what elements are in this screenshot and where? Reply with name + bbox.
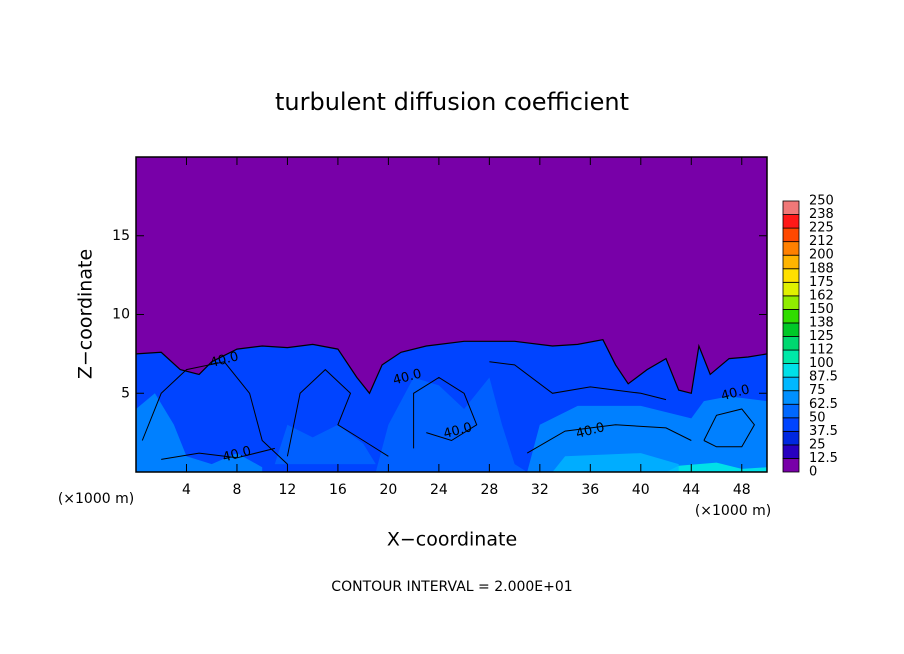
colorbar-label: 0 [809,465,817,480]
x-tick-label: 40 [632,482,650,498]
y-tick-label: 10 [112,307,130,323]
colorbar-label: 250 [809,194,834,209]
colorbar-box [782,241,800,256]
contour-label: 40.0 [720,382,752,404]
colorbar-box [782,200,800,215]
colorbar-box [782,458,800,473]
colorbar-label: 125 [809,329,834,344]
colorbar-box [782,363,800,378]
contour-line [135,339,768,395]
colorbar-label: 112 [809,343,834,358]
contour-line [286,368,389,457]
contour-line [161,447,275,460]
colorbar-box [782,376,800,392]
x-unit-label: (×1000 m) [695,503,771,519]
colorbar-label: 138 [809,315,834,330]
x-tick-label: 32 [531,482,549,498]
contour-line [526,424,692,454]
colorbar-label: 212 [809,234,834,249]
x-unit-label: (×1000 m) [58,491,134,507]
field-patch [527,396,767,472]
colorbar-box [782,214,800,229]
colorbar-label: 75 [809,383,826,398]
colorbar-label: 188 [809,261,834,276]
field-patch [552,453,679,472]
colorbar-box [782,268,800,283]
x-axis-label: X−coordinate [387,529,517,551]
x-tick-label: 44 [682,482,700,498]
colorbar-label: 150 [809,302,834,317]
colorbar-label: 175 [809,275,834,290]
colorbar-box [782,227,800,243]
contour-line [703,408,756,448]
x-tick-label: 20 [379,482,397,498]
contour-label: 40.0 [574,420,606,442]
colorbar-box [782,390,800,405]
y-axis-label: Z−coordinate [75,249,97,379]
contour-label: 40.0 [391,367,423,389]
x-tick-label: 4 [182,482,191,498]
contour-line [141,361,288,465]
colorbar-label: 62.5 [809,397,838,412]
colorbar-box [782,336,800,351]
colorbar-label: 200 [809,248,834,263]
colorbar-label: 87.5 [809,370,838,385]
colorbar-box [782,281,800,297]
contour-line [489,361,667,401]
colorbar-label: 162 [809,288,834,303]
colorbar-label: 100 [809,356,834,371]
contour-line [413,376,478,449]
field-patch [274,424,376,465]
colorbar-box [782,444,800,459]
x-tick-label: 16 [329,482,347,498]
y-tick-label: 15 [112,228,130,244]
colorbar-box [782,254,800,270]
x-tick-label: 36 [581,482,599,498]
x-tick-label: 12 [279,482,297,498]
colorbar-box [782,349,800,364]
colorbar-box [782,322,800,337]
contour-label: 40.0 [442,420,474,442]
colorbar-box [782,308,800,324]
colorbar-box [782,417,800,432]
x-tick-label: 8 [232,482,241,498]
x-tick-label: 28 [480,482,498,498]
colorbar-label: 12.5 [809,451,838,466]
colorbar-label: 50 [809,410,826,425]
x-tick-label: 48 [733,482,751,498]
colorbar-label: 225 [809,221,834,236]
colorbar-box [782,430,800,446]
colorbar-box [782,403,800,419]
x-tick-label: 24 [430,482,448,498]
footer: CONTOUR INTERVAL = 2.000E+01 [331,579,572,595]
y-tick-label: 5 [121,385,130,401]
chart-title: turbulent diffusion coefficient [275,88,629,116]
field-patch [136,393,263,472]
contour-label: 40.0 [221,444,253,466]
colorbar-label: 25 [809,437,826,452]
colorbar-label: 37.5 [809,424,838,439]
colorbar-box [782,295,800,310]
colorbar-label: 238 [809,207,834,222]
contour-label: 40.0 [208,349,240,371]
